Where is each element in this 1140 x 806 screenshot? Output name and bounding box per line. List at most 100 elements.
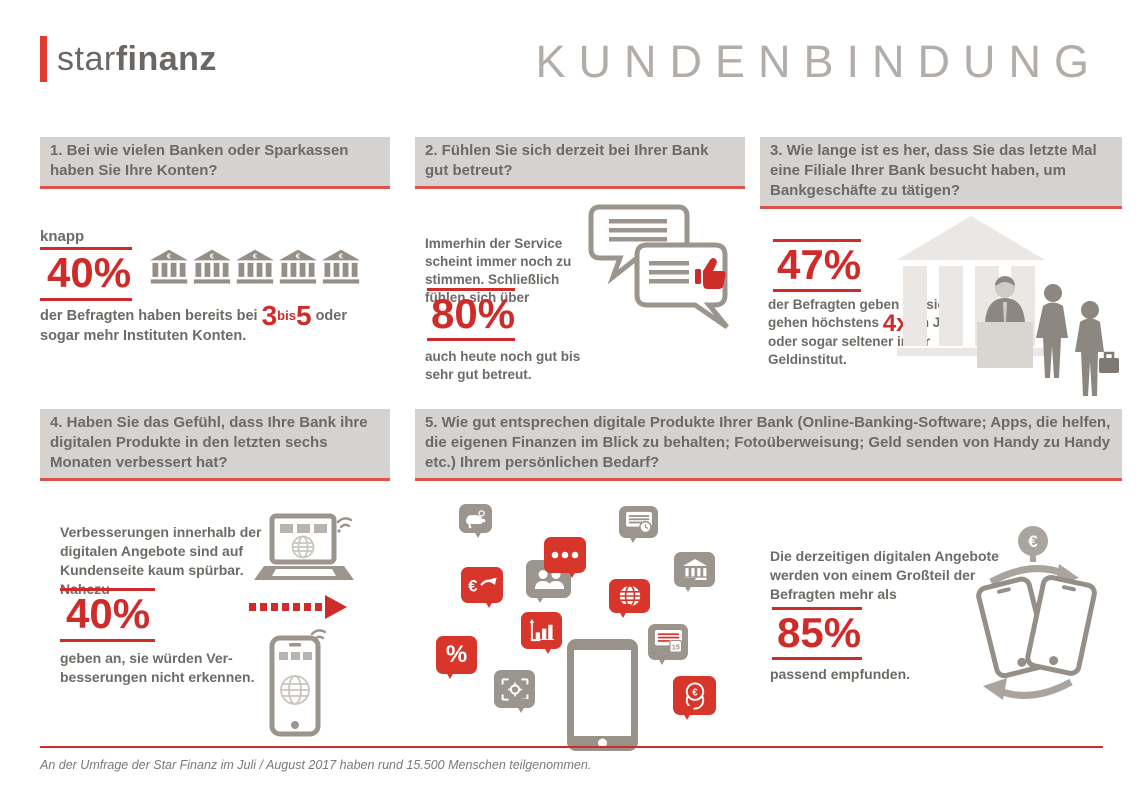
- photo-scan-icon: [501, 677, 528, 701]
- bubble-photo-scan: [494, 670, 535, 713]
- s3-desc-pre: der Befragten geben an, sie gehen höchst…: [768, 297, 946, 330]
- customer-woman-figure: [1036, 284, 1068, 378]
- bubble-euro-coins: €: [673, 676, 716, 720]
- laptop-online-banking-icon: [254, 513, 354, 580]
- percent-icon: %: [445, 641, 468, 668]
- s1-stat: 40%: [47, 249, 132, 296]
- dashed-arrow-right-icon: [249, 595, 347, 619]
- footer-note: An der Umfrage der Star Finanz im Juli /…: [40, 758, 592, 772]
- bar-chart-icon: [529, 618, 554, 641]
- bank-icon: €: [150, 249, 188, 284]
- smartphone-right-icon: [1025, 574, 1097, 676]
- s3-stat: 47%: [777, 241, 862, 288]
- bubble-bank: [674, 552, 715, 592]
- s1-desc-pre: der Befragten haben bereits bei: [40, 308, 258, 324]
- s1-range-low: 3: [261, 300, 278, 331]
- smartphone-online-banking-icon: [269, 629, 327, 737]
- s4-stat: 40%: [66, 590, 151, 637]
- s2-stat-topline: [427, 288, 515, 291]
- s1-bank-icons-row: € € € € €: [150, 248, 360, 286]
- svg-text:€: €: [692, 687, 698, 698]
- bubble-globe: [609, 579, 650, 618]
- svg-text:€: €: [210, 252, 214, 261]
- euro-coins-icon: €: [685, 681, 704, 710]
- question-3-header: 3. Wie lange ist es her, dass Sie das le…: [760, 137, 1122, 209]
- logo-text-star: star: [57, 39, 116, 78]
- question-5-header: 5. Wie gut entsprechen digitale Produkte…: [415, 409, 1122, 481]
- logo-red-bar-icon: [40, 36, 47, 82]
- page-title: KUNDENBINDUNG: [535, 36, 1102, 87]
- piggy-bank-icon: [465, 509, 485, 528]
- invoice-calendar-icon: 15: [654, 629, 682, 653]
- s2-stat: 80%: [431, 290, 516, 337]
- bank-icon: €: [236, 249, 274, 284]
- question-3-text: 3. Wie lange ist es her, dass Sie das le…: [770, 142, 1097, 199]
- bank-clerk-figure: [985, 276, 1025, 322]
- form-clock-icon: [625, 511, 652, 533]
- s1-lead-text: knapp: [40, 228, 85, 245]
- bubble-percent: %: [436, 636, 477, 679]
- s2-text-after: auch heute noch gut bis sehr gut betreut…: [425, 349, 581, 382]
- phone-to-phone-money-transfer-illustration: €: [976, 526, 1097, 700]
- s1-description: der Befragten haben bereits bei 3bis5 od…: [40, 302, 385, 346]
- svg-text:€: €: [253, 252, 257, 261]
- svg-text:€: €: [468, 577, 477, 595]
- transfer-arrow-bottom: [995, 678, 1073, 699]
- bubble-form-clock: [619, 506, 658, 543]
- bank-icon: €: [279, 249, 317, 284]
- s1-range-high: 5: [295, 300, 312, 331]
- chat-bubbles-thumbs-up-icon: [588, 204, 729, 330]
- bubble-invoice-calendar: 15: [648, 624, 688, 665]
- svg-text:€: €: [1028, 532, 1038, 551]
- footer-divider-line: [40, 746, 1103, 748]
- question-1-text: 1. Bei wie vielen Banken oder Sparkassen…: [50, 142, 349, 179]
- s5-text-before: Die derzeitigen digitalen Angebote werde…: [770, 548, 999, 602]
- question-1-header: 1. Bei wie vielen Banken oder Sparkassen…: [40, 137, 390, 189]
- bubble-piggy-bank: [459, 504, 492, 538]
- tablet-icon: [567, 639, 638, 751]
- s4-text-after: geben an, sie würden Ver- besserungen ni…: [60, 650, 255, 685]
- svg-text:€: €: [167, 252, 171, 261]
- question-2-header: 2. Fühlen Sie sich derzeit bei Ihrer Ban…: [415, 137, 745, 189]
- s2-stat-bottomline: [427, 338, 515, 341]
- question-4-header: 4. Haben Sie das Gefühl, dass Ihre Bank …: [40, 409, 390, 481]
- bank-icon: [682, 559, 707, 580]
- s2-text-before: Immerhin der Service scheint immer noch …: [425, 236, 572, 305]
- svg-text:15: 15: [671, 643, 679, 652]
- s3-stat-topline: [773, 239, 861, 242]
- s1-stat-bottomline: [40, 298, 132, 301]
- bubble-bar-chart: [521, 612, 562, 654]
- bank-icon: €: [193, 249, 231, 284]
- s4-stat-topline: [60, 588, 155, 591]
- globe-icon: [619, 585, 640, 607]
- bubble-chat-dots: [544, 537, 586, 578]
- chat-dots-icon: [551, 551, 579, 559]
- euro-coin-icon: €: [1018, 526, 1048, 562]
- s5-stat-bottomline: [772, 657, 862, 660]
- bank-counter-desk: [977, 322, 1033, 368]
- s5-text-after: passend empfunden.: [770, 666, 911, 682]
- briefcase-handle: [1103, 351, 1115, 358]
- wifi-icon: [336, 517, 353, 533]
- bank-branch-with-customers-illustration: [897, 216, 1119, 396]
- logo-text: starfinanz: [57, 40, 217, 79]
- question-5-text: 5. Wie gut entsprechen digitale Produkte…: [425, 414, 1111, 471]
- question-2-text: 2. Fühlen Sie sich derzeit bei Ihrer Ban…: [425, 142, 709, 179]
- svg-text:€: €: [339, 252, 343, 261]
- s1-desc-post: oder sogar mehr Instituten Konten.: [40, 308, 347, 344]
- bubble-euro-transfer: €: [461, 567, 503, 608]
- svg-text:€: €: [296, 252, 300, 261]
- globe-icon: [291, 535, 315, 559]
- s3-stat-bottomline: [773, 289, 861, 292]
- question-4-text: 4. Haben Sie das Gefühl, dass Ihre Bank …: [50, 414, 368, 471]
- customer-man-figure: [1075, 301, 1119, 396]
- s5-stat-topline: [772, 607, 862, 610]
- s4-text-before: Verbesserungen innerhalb der digitalen A…: [60, 524, 262, 597]
- s1-stat-topline: [40, 247, 132, 250]
- s1-range-mid: bis: [277, 308, 296, 323]
- s5-stat: 85%: [777, 609, 862, 656]
- bank-icon: €: [322, 249, 360, 284]
- thumbs-up-icon: [695, 257, 726, 289]
- logo-text-finanz: finanz: [115, 39, 217, 78]
